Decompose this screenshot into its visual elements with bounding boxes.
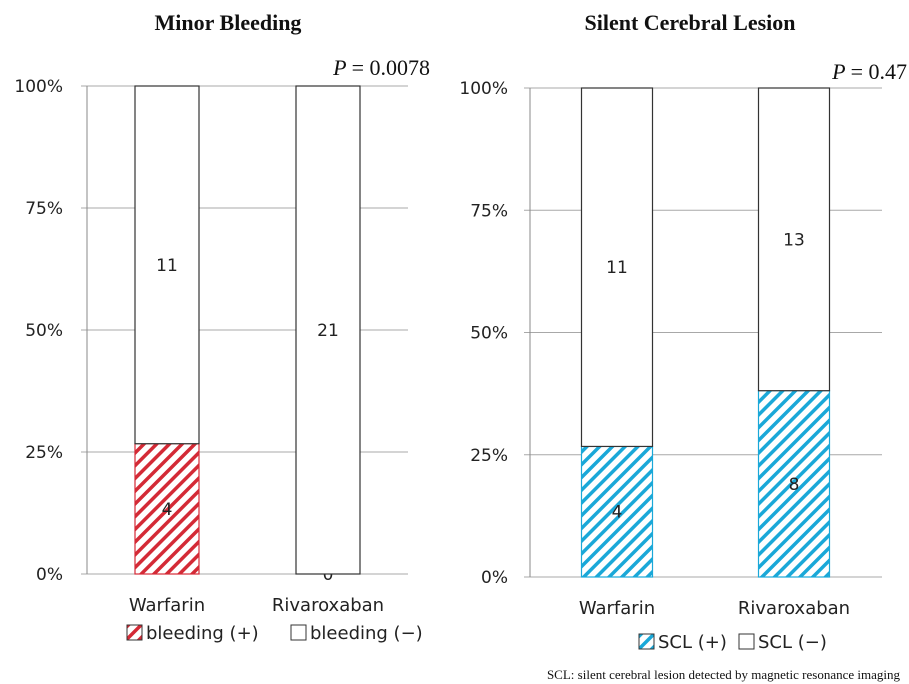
legend-swatch-scl-negative [739, 634, 754, 649]
legend-minor-bleeding: bleeding (+) bleeding (−) [127, 623, 423, 644]
legend-label-scl-negative: SCL (−) [758, 632, 827, 653]
data-label: 4 [162, 500, 173, 520]
p-value-silent-cerebral-lesion: P = 0.47 [831, 59, 907, 84]
y-tick-label: 0% [36, 565, 63, 585]
category-label: Warfarin [579, 598, 655, 619]
category-label: Warfarin [129, 595, 205, 616]
category-label: Rivaroxaban [738, 598, 850, 619]
chart-panel-2: 0% 25% 50% 75% 100% 4 11 Warfarin 8 13 Rivaroxaban [459, 79, 882, 619]
p-value-minor-bleeding: P = 0.0078 [332, 55, 430, 80]
y-tick-label: 100% [14, 77, 63, 97]
footnote: SCL: silent cerebral lesion detected by … [547, 667, 901, 682]
p-value-text: = 0.0078 [352, 55, 430, 80]
chart-title-minor-bleeding: Minor Bleeding [155, 10, 302, 35]
y-tick-label: 25% [470, 446, 508, 466]
data-label: 21 [317, 321, 339, 341]
p-label: P [831, 59, 845, 84]
p-value-text: = 0.47 [851, 59, 907, 84]
legend-label-bleeding-negative: bleeding (−) [310, 623, 423, 644]
legend-label-bleeding-positive: bleeding (+) [146, 623, 259, 644]
y-tick-label: 25% [25, 443, 63, 463]
legend-swatch-bleeding-negative [291, 625, 306, 640]
p-label: P [332, 55, 346, 80]
legend-swatch-bleeding-positive [127, 625, 142, 640]
y-tick-label: 75% [25, 199, 63, 219]
plot-layer: 0%25%50%75%100%411Warfarin021Rivaroxaban… [14, 77, 882, 619]
y-tick-label: 75% [470, 201, 508, 221]
data-label: 8 [789, 475, 800, 495]
legend-label-scl-positive: SCL (+) [658, 632, 727, 653]
data-label: 11 [606, 258, 628, 278]
data-label: 13 [783, 230, 805, 250]
legend-silent-cerebral-lesion: SCL (+) SCL (−) [639, 632, 827, 653]
legend-swatch-scl-positive [639, 634, 654, 649]
chart-title-silent-cerebral-lesion: Silent Cerebral Lesion [584, 10, 795, 35]
data-label: 11 [156, 256, 178, 276]
category-label: Rivaroxaban [272, 595, 384, 616]
y-tick-label: 50% [25, 321, 63, 341]
y-tick-label: 100% [459, 79, 508, 99]
y-tick-label: 0% [481, 568, 508, 588]
data-label: 4 [612, 503, 623, 523]
y-tick-label: 50% [470, 324, 508, 344]
